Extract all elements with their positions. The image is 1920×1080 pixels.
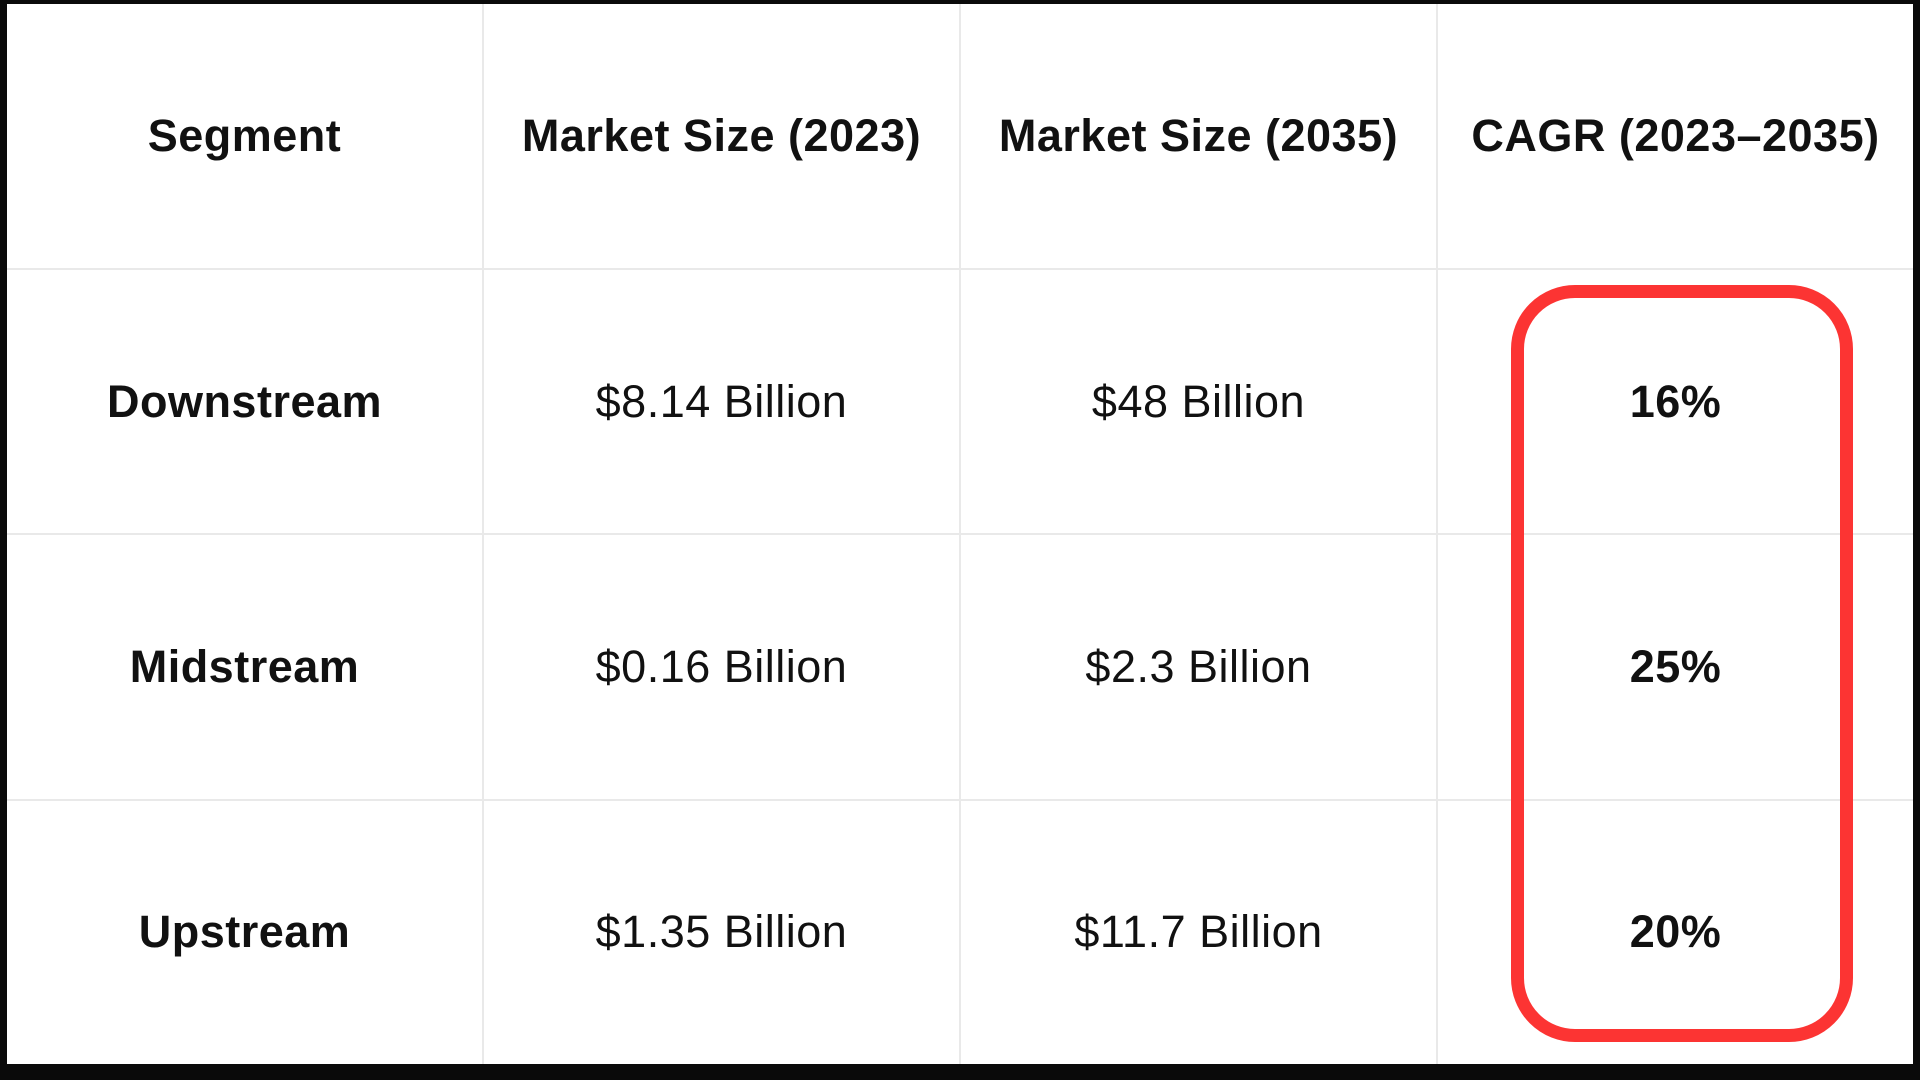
table-grid: Segment Market Size (2023) Market Size (… xyxy=(7,4,1913,1064)
header-segment: Segment xyxy=(7,4,482,268)
downstream-market-size-2035: $48 Billion xyxy=(961,270,1436,534)
midstream-market-size-2035: $2.3 Billion xyxy=(961,535,1436,799)
downstream-cagr-value: 16% xyxy=(1438,270,1913,534)
segment-name-downstream: Downstream xyxy=(7,270,482,534)
midstream-cagr-value: 25% xyxy=(1438,535,1913,799)
segment-name-midstream: Midstream xyxy=(7,535,482,799)
header-market-size-2023: Market Size (2023) xyxy=(484,4,959,268)
midstream-market-size-2023: $0.16 Billion xyxy=(484,535,959,799)
upstream-market-size-2035: $11.7 Billion xyxy=(961,800,1436,1064)
header-market-size-2035: Market Size (2035) xyxy=(961,4,1436,268)
downstream-market-size-2023: $8.14 Billion xyxy=(484,270,959,534)
header-cagr-2023-2035: CAGR (2023–2035) xyxy=(1438,4,1913,268)
segment-name-upstream: Upstream xyxy=(7,800,482,1064)
upstream-cagr-value: 20% xyxy=(1438,800,1913,1064)
upstream-market-size-2023: $1.35 Billion xyxy=(484,800,959,1064)
